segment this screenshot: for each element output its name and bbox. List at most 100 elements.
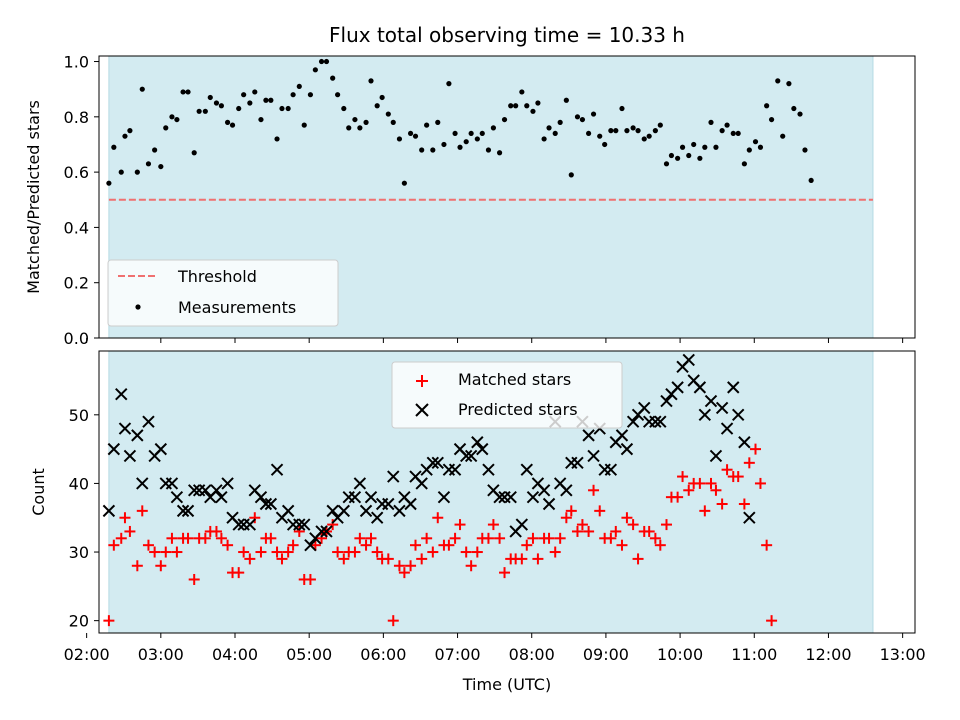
matched-star-point-20 [215, 532, 227, 544]
measurement-point-122 [786, 81, 792, 87]
matched-star-point-91 [610, 525, 622, 537]
bottom-x-ticks: 02:00 03:00 04:00 05:00 06:00 07:00 08:00 09:00… [64, 633, 926, 664]
measurement-point-27 [258, 116, 264, 123]
predicted-star-point-60 [437, 490, 451, 504]
measurement-point-84 [574, 114, 581, 120]
matched-star-point-97 [643, 525, 655, 537]
x-tick-label-8: 10:00 [657, 645, 703, 664]
legend-matched-label: Matched stars [458, 370, 571, 389]
measurement-point-0 [106, 180, 112, 186]
predicted-star-point-93 [620, 442, 634, 456]
x-axis-label: Time (UTC) [462, 675, 551, 694]
measurement-point-2 [118, 169, 124, 175]
bottom-legend-box [391, 361, 623, 429]
measurement-point-119 [768, 116, 775, 123]
measurement-point-14 [185, 89, 191, 95]
bottom-y-axis-label: Count [29, 468, 48, 516]
measurement-point-28 [263, 97, 269, 103]
predicted-star-point-100 [660, 394, 673, 408]
measurement-point-23 [236, 105, 242, 112]
x-tick-label-6: 08:00 [509, 645, 555, 664]
matched-star-point-68 [482, 532, 494, 544]
measurement-point-39 [323, 58, 330, 65]
matched-star-point-9 [155, 560, 167, 572]
matched-star-point-53 [398, 567, 410, 579]
matched-star-point-7 [142, 539, 154, 551]
matched-star-point-57 [421, 532, 433, 544]
y-tick-label-0: 20 [69, 612, 89, 631]
measurement-point-43 [346, 125, 352, 131]
matched-star-point-107 [699, 505, 711, 517]
matched-star-point-80 [549, 546, 561, 558]
measurement-point-54 [407, 130, 414, 137]
matched-star-point-8 [149, 546, 161, 558]
predicted-star-point-39 [320, 525, 333, 538]
predicted-star-point-32 [281, 504, 295, 518]
matched-star-point-79 [543, 532, 555, 544]
measurement-point-101 [668, 152, 675, 159]
measurement-point-104 [686, 152, 692, 159]
matched-star-point-88 [594, 505, 606, 517]
measurement-point-56 [419, 147, 425, 153]
measurement-point-82 [563, 97, 569, 103]
predicted-star-point-82 [560, 484, 573, 497]
matched-star-point-87 [588, 484, 600, 496]
predicted-star-point-5 [131, 429, 144, 442]
matched-star-point-23 [233, 567, 245, 579]
x-tick-label-5: 07:00 [434, 645, 480, 664]
predicted-star-point-56 [415, 477, 428, 490]
measurement-point-113 [735, 130, 741, 137]
measurement-point-90 [608, 128, 614, 134]
predicted-star-point-67 [476, 442, 489, 456]
predicted-star-point-15 [187, 484, 201, 497]
x-tick-label-0: 02:00 [64, 645, 110, 664]
measurement-point-112 [730, 130, 736, 137]
matched-star-point-93 [621, 512, 633, 524]
measurement-point-26 [252, 89, 258, 95]
predicted-star-point-38 [315, 525, 328, 538]
matched-star-point-90 [605, 532, 617, 544]
predicted-star-point-42 [337, 504, 351, 518]
legend-threshold-label: Threshold [177, 267, 257, 286]
matched-star-point-17 [199, 532, 211, 544]
matched-star-point-94 [627, 519, 639, 531]
measurement-point-88 [597, 133, 603, 139]
matched-star-point-74 [516, 553, 528, 565]
matched-star-point-15 [188, 573, 200, 585]
matched-star-point-64 [460, 546, 472, 558]
matched-star-point-26 [249, 512, 261, 524]
top-panel: 0.0 0.2 0.4 0.6 0.8 1.0 Matched/Predicted sta… [24, 53, 916, 348]
predicted-star-point-47 [364, 490, 378, 504]
measurement-point-44 [352, 116, 358, 123]
measurement-point-7 [145, 161, 152, 167]
measurement-point-71 [501, 116, 508, 123]
predicted-star-point-109 [709, 449, 723, 463]
measurement-point-32 [285, 105, 291, 112]
predicted-star-point-12 [170, 490, 184, 504]
matched-star-point-104 [683, 484, 695, 496]
predicted-star-point-104 [682, 353, 695, 367]
predicted-star-point-59 [431, 456, 444, 470]
measurement-point-70 [496, 150, 503, 156]
legend-predicted-swatch [415, 403, 429, 417]
measurement-point-33 [290, 92, 296, 98]
measurement-point-57 [424, 122, 430, 128]
matched-star-point-84 [571, 525, 583, 537]
legend-measurements-label: Measurements [178, 298, 296, 317]
matched-star-point-21 [222, 539, 234, 551]
predicted-star-point-115 [743, 511, 756, 524]
measurement-point-124 [797, 111, 803, 117]
matched-star-point-47 [365, 532, 377, 544]
predicted-star-point-4 [123, 449, 137, 463]
measurement-point-3 [122, 133, 128, 139]
measurement-point-66 [474, 136, 480, 142]
matched-star-point-12 [171, 546, 183, 558]
measurement-point-21 [224, 119, 231, 125]
predicted-star-point-50 [382, 497, 395, 511]
matched-star-point-51 [387, 615, 399, 627]
y-tick-label-4: 0.8 [64, 108, 89, 127]
matched-star-point-109 [710, 484, 722, 496]
measurement-point-120 [775, 78, 781, 84]
bottom-legend: Matched stars Predicted stars [391, 361, 623, 429]
measurement-point-74 [519, 89, 525, 95]
